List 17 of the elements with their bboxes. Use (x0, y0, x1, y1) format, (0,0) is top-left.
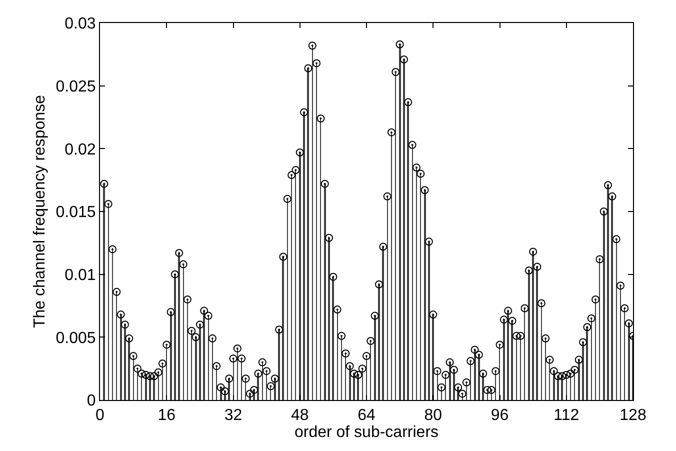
x-tick-label: 32 (224, 407, 242, 424)
x-tick-label: 96 (490, 407, 509, 424)
x-tick-label: 112 (554, 407, 580, 424)
x-tick-label: 64 (358, 407, 376, 424)
y-tick-label: 0 (86, 392, 96, 410)
x-tick-label: 128 (620, 407, 646, 424)
x-axis-title: order of sub-carriers (294, 424, 439, 442)
x-tick-label: 80 (424, 407, 442, 424)
y-tick-label: 0.015 (56, 204, 96, 222)
y-tick-label: 0.01 (64, 266, 96, 284)
y-tick-label: 0.03 (64, 16, 96, 33)
y-axis-title: The channel frequency response (32, 94, 49, 328)
y-tick-label: 0.02 (64, 141, 96, 158)
y-tick-label: 0.005 (56, 330, 96, 347)
x-tick-label: 16 (158, 407, 176, 424)
x-tick-label: 48 (290, 407, 309, 424)
y-tick-label: 0.025 (56, 78, 96, 96)
